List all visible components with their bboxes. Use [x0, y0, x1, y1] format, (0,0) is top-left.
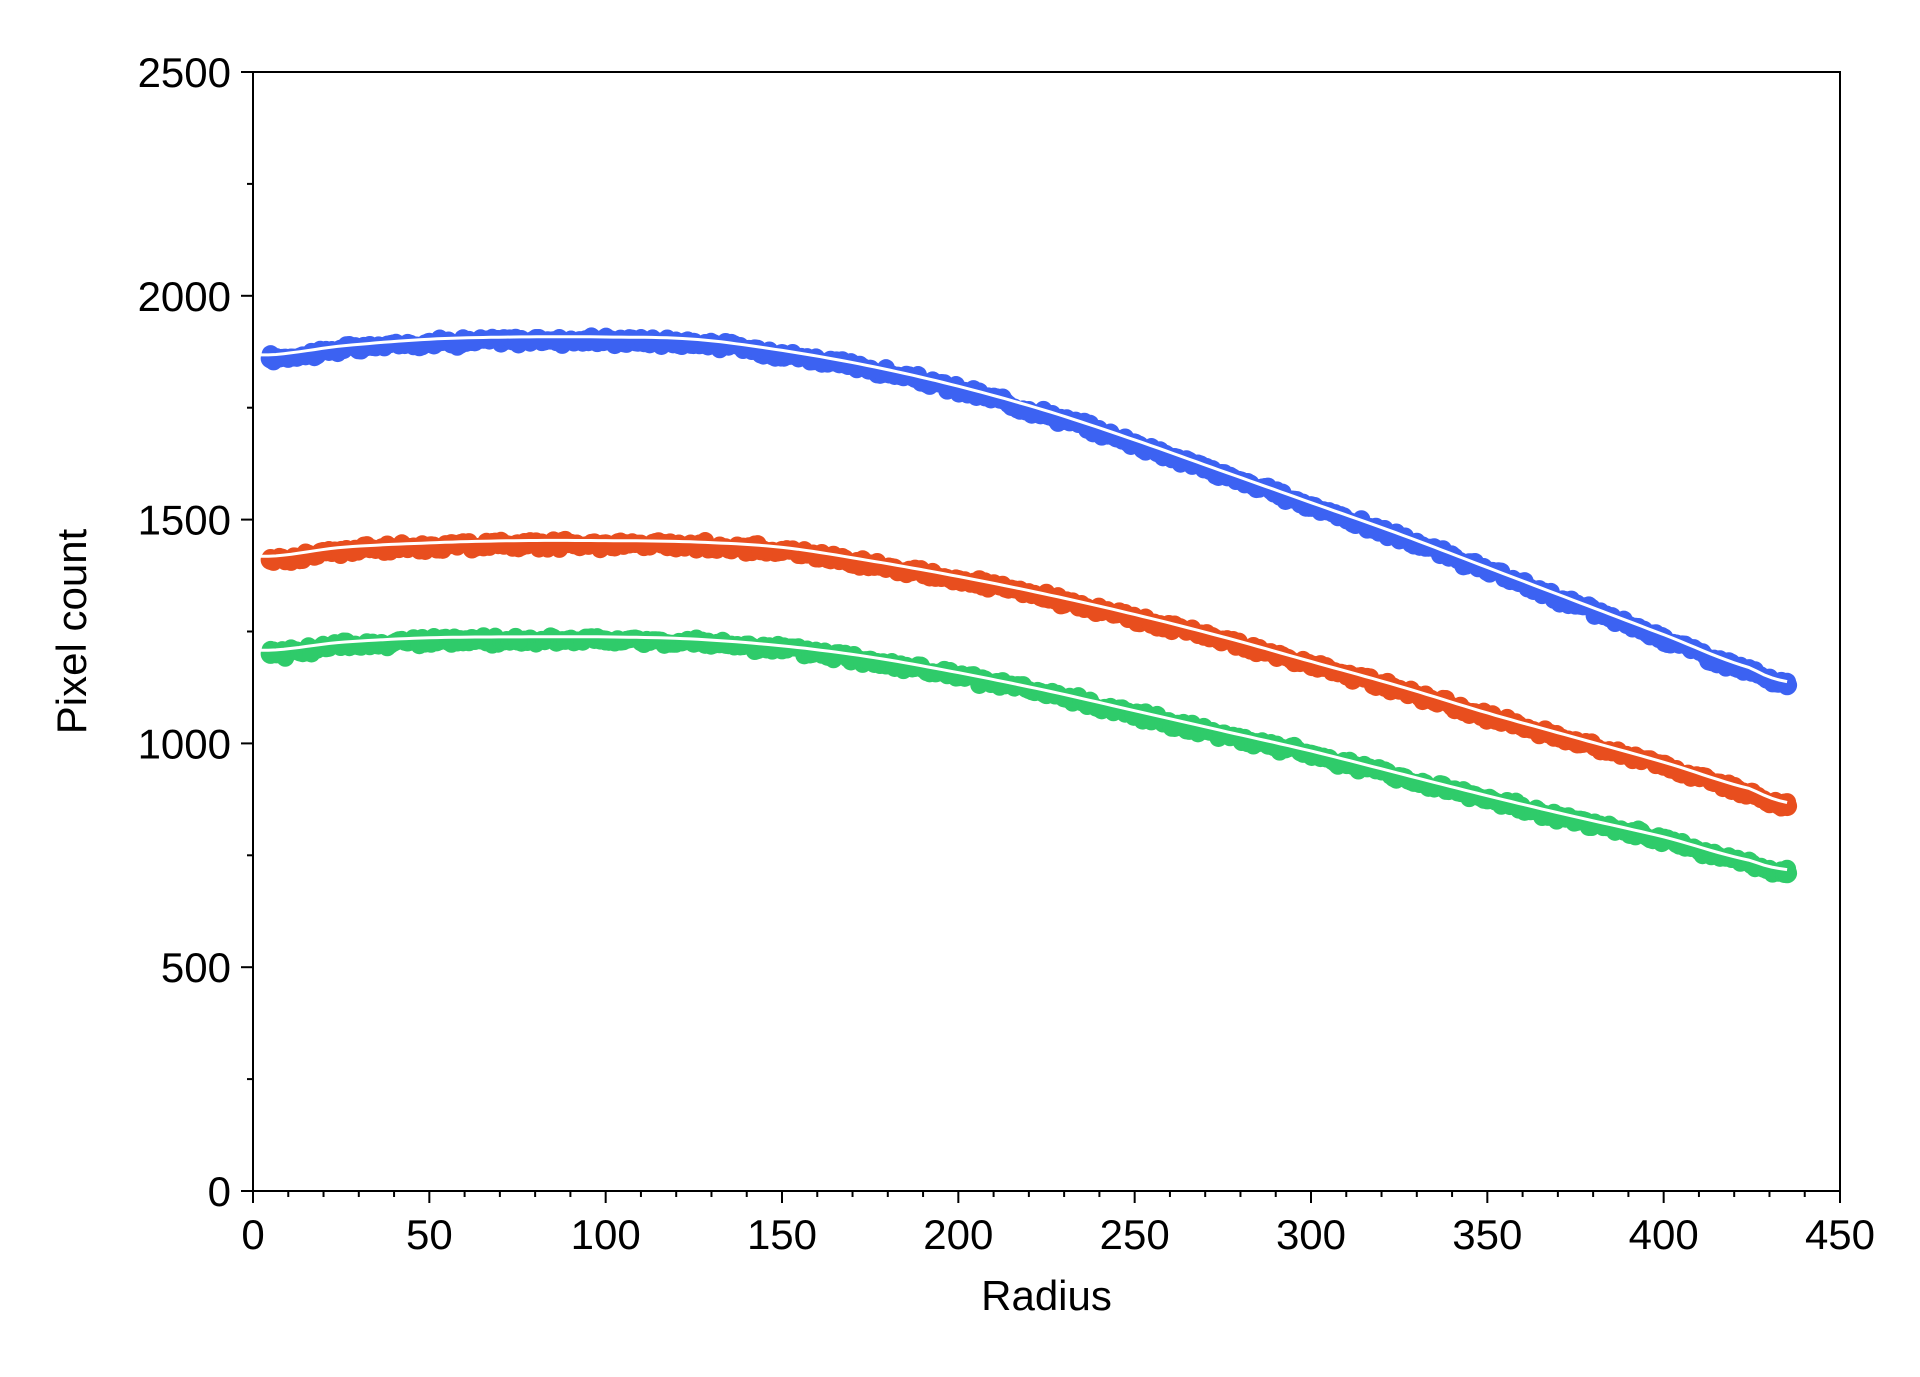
data-point [1565, 810, 1586, 831]
data-point [860, 359, 881, 380]
data-point [1777, 796, 1798, 817]
x-tick-label: 50 [406, 1211, 453, 1258]
x-tick-label: 0 [241, 1211, 264, 1258]
y-tick-label: 2500 [138, 49, 231, 96]
y-tick-label: 2000 [138, 273, 231, 320]
data-point [331, 635, 352, 656]
series-1 [253, 327, 1798, 696]
data-point [1036, 587, 1057, 608]
y-tick-label: 500 [161, 944, 231, 991]
data-point [683, 632, 704, 653]
x-tick-label: 450 [1805, 1211, 1875, 1258]
y-tick-label: 1000 [138, 720, 231, 767]
data-point [948, 379, 969, 400]
data-point [507, 330, 528, 351]
series-3 [253, 627, 1798, 884]
fit-line [253, 335, 1788, 684]
data-point [331, 540, 352, 561]
data-point [772, 639, 792, 660]
axes-layer: 0 50 100 150 200 250 300 350 400 450 0 500 1000 1500 2… [138, 49, 1875, 1258]
data-point [260, 348, 281, 369]
data-point [860, 554, 881, 575]
data-point [860, 650, 881, 671]
data-point [683, 535, 704, 556]
data-point [507, 630, 528, 651]
x-tick-label: 300 [1276, 1211, 1346, 1258]
y-axis-label: Pixel count [48, 528, 95, 734]
data-point [1036, 684, 1057, 705]
data-point [1301, 744, 1321, 765]
data-point [772, 540, 792, 561]
data-point [1777, 863, 1798, 884]
data-point [595, 630, 616, 651]
data-point [419, 536, 440, 557]
data-point [1212, 630, 1233, 651]
series-2 [253, 530, 1798, 817]
x-tick-label: 350 [1452, 1211, 1522, 1258]
data-point [1124, 608, 1145, 629]
data-point [772, 343, 792, 364]
x-axis-label: Radius [981, 1272, 1112, 1319]
x-tick-label: 250 [1100, 1211, 1170, 1258]
y-tick-label: 0 [208, 1168, 231, 1215]
series-layer [253, 327, 1798, 884]
x-tick-label: 100 [571, 1211, 641, 1258]
x-tick-label: 400 [1629, 1211, 1699, 1258]
x-tick-label: 200 [923, 1211, 993, 1258]
data-point [1212, 724, 1233, 745]
data-point [1777, 675, 1798, 696]
data-point [595, 330, 616, 351]
data-point [1389, 766, 1410, 787]
data-point [507, 534, 528, 555]
y-tick-label: 1500 [138, 497, 231, 544]
data-point [948, 570, 969, 591]
data-point [948, 666, 969, 687]
data-point [260, 549, 281, 570]
data-point [419, 332, 440, 353]
data-point [419, 631, 440, 652]
data-point [1653, 830, 1674, 851]
fit-line [253, 538, 1788, 804]
fit-line [253, 635, 1788, 872]
data-point [331, 339, 352, 360]
x-tick-label: 150 [747, 1211, 817, 1258]
data-point [683, 332, 704, 353]
data-point [260, 643, 281, 664]
data-point [595, 534, 616, 555]
data-point [1124, 704, 1145, 725]
data-point [1477, 789, 1498, 810]
